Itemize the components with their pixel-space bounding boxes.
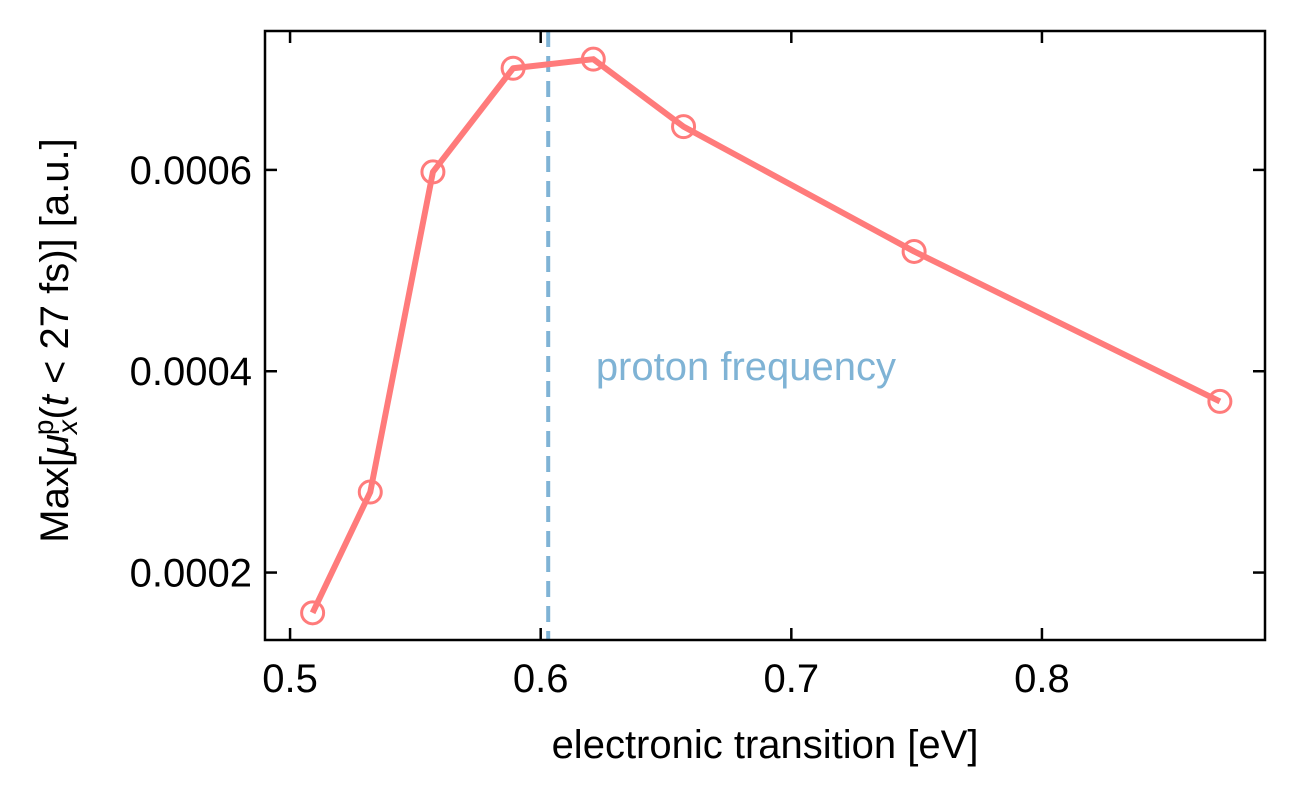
y-axis-title-t: t (33, 393, 77, 406)
y-axis: 0.0002 0.0004 0.0006 (130, 149, 1265, 596)
plot-frame (263, 29, 1267, 642)
y-tick-label: 0.0002 (130, 552, 252, 596)
x-axis: 0.5 0.6 0.7 0.8 (262, 31, 1070, 701)
y-axis-title-mu: μ (33, 434, 77, 457)
y-axis-title-part-3: < 27 fs)] [a.u.] (33, 138, 77, 395)
plot-area (300, 31, 1233, 640)
y-axis-title-sub: x (52, 419, 83, 436)
data-point (580, 46, 606, 72)
data-point (1207, 388, 1233, 414)
x-axis-title: electronic transition [eV] (552, 723, 979, 767)
data-point (357, 479, 383, 505)
x-tick-label: 0.8 (1014, 657, 1070, 701)
data-point (500, 55, 526, 81)
data-point (671, 114, 697, 140)
y-axis-title-part-1: Max[ (33, 456, 77, 543)
annotation-proton-frequency: proton frequency (596, 345, 896, 389)
x-tick-label: 0.6 (513, 657, 569, 701)
y-tick-label: 0.0006 (130, 149, 252, 193)
data-point (300, 600, 326, 626)
y-axis-title-sup: p (28, 420, 59, 436)
y-axis-title-part-2: ( (33, 406, 77, 420)
y-axis-title: Max[μxp(t < 27 fs)] [a.u.] (28, 138, 83, 542)
data-point (901, 238, 927, 264)
x-tick-label: 0.7 (764, 657, 820, 701)
data-point (420, 159, 446, 185)
x-tick-label: 0.5 (262, 657, 318, 701)
series-line (309, 56, 1222, 615)
y-tick-label: 0.0004 (130, 350, 252, 394)
